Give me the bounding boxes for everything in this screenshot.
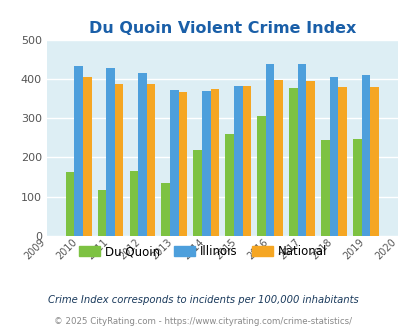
Bar <box>306 81 314 236</box>
Legend: Du Quoin, Illinois, National: Du Quoin, Illinois, National <box>74 241 331 263</box>
Bar <box>83 77 91 236</box>
Bar <box>369 87 378 236</box>
Title: Du Quoin Violent Crime Index: Du Quoin Violent Crime Index <box>88 21 355 36</box>
Bar <box>288 87 297 236</box>
Bar <box>274 80 282 236</box>
Bar <box>242 85 251 236</box>
Bar <box>210 89 219 236</box>
Bar <box>337 87 346 236</box>
Bar <box>352 139 361 236</box>
Bar <box>329 77 337 236</box>
Bar <box>115 84 123 236</box>
Bar <box>161 183 170 236</box>
Bar <box>202 91 210 236</box>
Bar <box>97 190 106 236</box>
Bar <box>233 85 242 236</box>
Bar <box>225 134 233 236</box>
Bar <box>66 172 74 236</box>
Text: Crime Index corresponds to incidents per 100,000 inhabitants: Crime Index corresponds to incidents per… <box>47 295 358 305</box>
Bar <box>138 73 147 236</box>
Bar <box>193 149 202 236</box>
Bar <box>129 171 138 236</box>
Bar <box>320 140 329 236</box>
Bar <box>74 66 83 236</box>
Bar <box>297 64 306 236</box>
Bar <box>106 68 115 236</box>
Bar <box>265 64 274 236</box>
Bar <box>147 84 155 236</box>
Text: © 2025 CityRating.com - https://www.cityrating.com/crime-statistics/: © 2025 CityRating.com - https://www.city… <box>54 317 351 326</box>
Bar <box>178 92 187 236</box>
Bar <box>170 90 178 236</box>
Bar <box>257 116 265 236</box>
Bar <box>361 75 369 236</box>
